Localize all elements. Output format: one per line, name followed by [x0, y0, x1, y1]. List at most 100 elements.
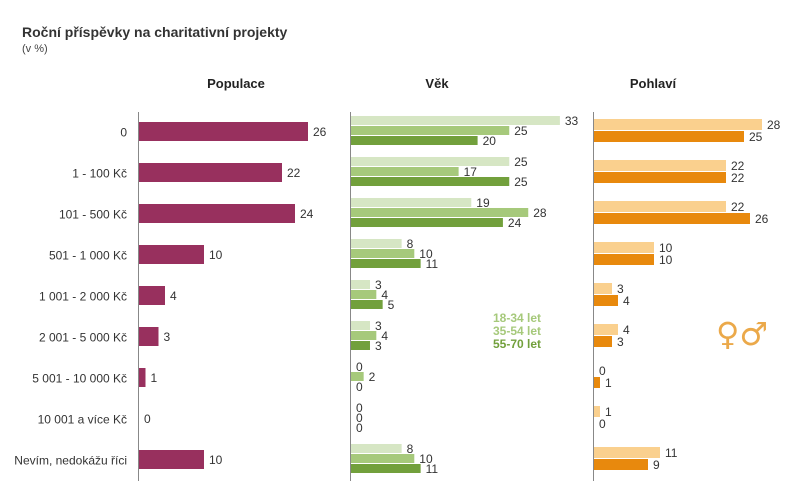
bar-1-2-5: [351, 341, 370, 350]
bar-1-0-4: [351, 280, 370, 289]
value-label-1-0-4: 3: [375, 278, 382, 292]
value-label-1-1-2: 28: [533, 206, 547, 220]
category-label-5: 2 001 - 5 000 Kč: [39, 331, 127, 345]
bar-1-0-8: [351, 444, 402, 453]
category-label-7: 10 001 a více Kč: [38, 413, 127, 427]
bar-0-0-8: [139, 450, 204, 469]
value-label-0-0-0: 26: [313, 125, 327, 139]
value-label-0-0-3: 10: [209, 248, 223, 262]
bar-1-0-5: [351, 321, 370, 330]
bar-1-1-3: [351, 249, 415, 258]
panel-title-1: Věk: [425, 76, 449, 91]
bar-1-2-2: [351, 218, 503, 227]
value-label-2-1-0: 25: [749, 130, 763, 144]
value-label-2-1-7: 0: [599, 417, 606, 431]
value-label-1-2-0: 20: [483, 134, 497, 148]
value-label-2-1-8: 9: [653, 458, 660, 472]
value-label-2-1-6: 1: [605, 376, 612, 390]
legend-item-2: 55-70 let: [493, 337, 541, 351]
value-label-1-2-5: 3: [375, 339, 382, 353]
bar-1-1-5: [351, 331, 377, 340]
bar-0-0-0: [139, 122, 308, 141]
value-label-2-1-4: 4: [623, 294, 630, 308]
bar-0-0-5: [139, 327, 159, 346]
chart-subtitle: (v %): [22, 43, 48, 55]
bar-1-1-2: [351, 208, 529, 217]
bar-1-1-4: [351, 290, 377, 299]
value-label-1-0-5: 3: [375, 319, 382, 333]
value-label-2-1-2: 26: [755, 212, 769, 226]
value-label-1-2-8: 11: [426, 462, 439, 476]
value-label-1-2-7: 0: [356, 421, 363, 435]
value-label-1-0-8: 8: [407, 442, 414, 456]
value-label-1-2-6: 0: [356, 380, 363, 394]
value-label-1-0-6: 0: [356, 360, 363, 374]
panel-title-2: Pohlaví: [630, 76, 677, 91]
chart-title: Roční příspěvky na charitativní projekty: [22, 24, 288, 40]
bar-2-0-7: [594, 406, 600, 417]
value-label-0-0-7: 0: [144, 412, 151, 426]
bar-0-0-1: [139, 163, 282, 182]
gender-symbols-icon: ♀♂: [716, 315, 768, 353]
legend-item-1: 35-54 let: [493, 324, 541, 338]
category-label-1: 1 - 100 Kč: [72, 167, 127, 181]
value-label-1-1-8: 10: [419, 452, 433, 466]
value-label-1-1-6: 2: [369, 370, 376, 384]
bar-0-0-2: [139, 204, 295, 223]
bar-2-1-5: [594, 336, 612, 347]
value-label-2-0-2: 22: [731, 200, 745, 214]
bar-0-0-3: [139, 245, 204, 264]
bar-1-2-3: [351, 259, 421, 268]
bar-1-0-1: [351, 157, 510, 166]
value-label-1-2-4: 5: [388, 298, 395, 312]
bar-2-1-1: [594, 172, 726, 183]
category-label-4: 1 001 - 2 000 Kč: [39, 290, 127, 304]
value-label-1-1-1: 17: [464, 165, 478, 179]
value-label-1-1-3: 10: [419, 247, 433, 261]
category-label-6: 5 001 - 10 000 Kč: [32, 372, 127, 386]
category-label-2: 101 - 500 Kč: [59, 208, 127, 222]
value-label-0-0-6: 1: [151, 371, 158, 385]
value-label-1-0-0: 33: [565, 114, 579, 128]
bar-0-0-6: [139, 368, 146, 387]
value-label-2-0-6: 0: [599, 364, 606, 378]
bar-1-0-3: [351, 239, 402, 248]
bar-2-1-0: [594, 131, 744, 142]
bar-1-0-2: [351, 198, 472, 207]
panel-title-0: Populace: [207, 76, 265, 91]
value-label-1-2-3: 11: [426, 257, 439, 271]
bar-2-0-1: [594, 160, 726, 171]
bar-2-0-3: [594, 242, 654, 253]
value-label-0-0-2: 24: [300, 207, 314, 221]
bar-2-1-6: [594, 377, 600, 388]
value-label-2-0-3: 10: [659, 241, 673, 255]
value-label-0-0-1: 22: [287, 166, 301, 180]
bar-1-1-6: [351, 372, 364, 381]
bar-2-0-8: [594, 447, 660, 458]
bar-1-0-0: [351, 116, 560, 125]
bar-2-0-0: [594, 119, 762, 130]
bar-1-1-8: [351, 454, 415, 463]
bar-2-1-3: [594, 254, 654, 265]
bar-2-0-5: [594, 324, 618, 335]
value-label-2-0-5: 4: [623, 323, 630, 337]
value-label-1-2-2: 24: [508, 216, 522, 230]
bar-2-1-8: [594, 459, 648, 470]
bar-1-2-8: [351, 464, 421, 473]
bar-1-2-1: [351, 177, 510, 186]
value-label-2-0-8: 11: [665, 446, 678, 460]
bar-2-1-4: [594, 295, 618, 306]
bar-2-1-2: [594, 213, 750, 224]
category-label-0: 0: [120, 126, 127, 140]
value-label-0-0-5: 3: [164, 330, 171, 344]
legend-item-0: 18-34 let: [493, 311, 541, 325]
category-label-8: Nevím, nedokážu říci: [14, 454, 127, 468]
bar-2-0-4: [594, 283, 612, 294]
category-label-3: 501 - 1 000 Kč: [49, 249, 127, 263]
value-label-1-1-0: 25: [514, 124, 528, 138]
bar-2-0-2: [594, 201, 726, 212]
bar-1-1-1: [351, 167, 459, 176]
value-label-1-0-1: 25: [514, 155, 528, 169]
value-label-2-1-5: 3: [617, 335, 624, 349]
value-label-1-1-5: 4: [381, 329, 388, 343]
